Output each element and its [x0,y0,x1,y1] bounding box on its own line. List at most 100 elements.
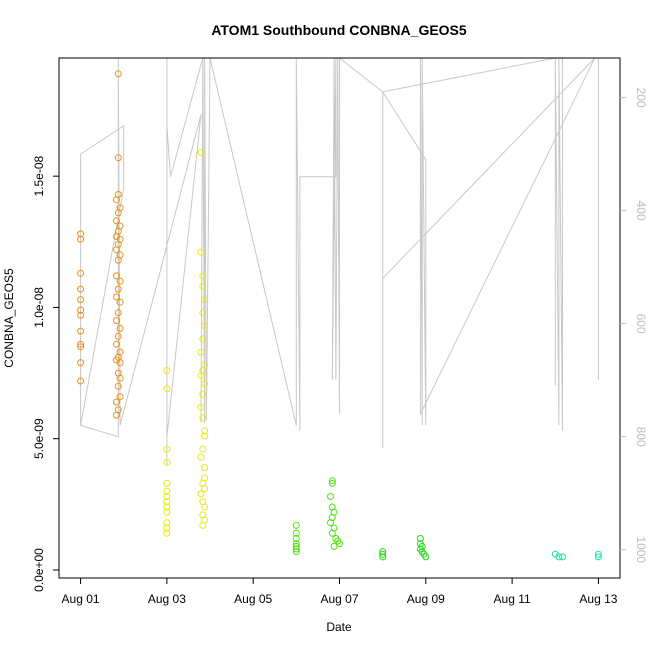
data-point [77,340,85,348]
data-point [201,380,209,388]
data-point [113,411,120,419]
y-axis-label: CONBNA_GEOS5 [2,268,16,368]
data-point [163,508,171,516]
x-tick-label: Aug 07 [320,592,358,606]
right-axis: 200 400 600 800 1000 [620,88,648,563]
data-point [199,521,207,529]
data-point [292,542,300,550]
data-point [113,340,120,348]
data-point [197,149,205,156]
data-point [114,285,122,293]
data-point [201,432,209,440]
data-point [116,277,124,285]
data-point [163,503,171,511]
x-axis: Aug 01 Aug 03 Aug 05 Aug 07 Aug 09 Aug 11 Aug … [62,578,618,606]
data-point [292,521,300,529]
data-point [328,529,336,537]
data-points-layer [77,70,602,561]
data-point [163,367,171,374]
data-point [197,490,205,498]
x-tick-label: Aug 09 [407,592,445,606]
data-point [77,296,85,304]
data-point [163,529,171,537]
data-point [197,248,205,256]
data-point [163,498,171,506]
data-point [327,493,334,500]
y-tick-label: 1.0e-08 [32,287,46,328]
data-point [114,154,122,162]
data-point [116,374,124,382]
data-point [114,256,122,264]
y-tick-label: 5.0e-09 [32,418,46,459]
right-tick-label: 200 [634,88,648,108]
series-0 [77,70,124,419]
track-line-layer [80,56,599,465]
data-point [77,327,85,335]
data-point [292,535,300,542]
data-point [292,540,300,548]
x-axis-label: Date [326,620,352,634]
data-point [77,306,85,314]
data-point [163,385,171,393]
data-point [113,293,120,301]
data-point [163,487,171,495]
right-tick-label: 800 [634,427,648,447]
data-point [594,553,602,561]
data-point [199,282,207,290]
data-point [113,317,120,325]
data-point [559,553,566,561]
data-point [114,382,122,390]
series-1 [163,149,209,537]
data-point [330,542,338,550]
data-point [77,269,85,277]
data-point [327,519,334,527]
right-tick-label: 1000 [634,536,648,563]
data-point [163,479,171,487]
data-point [77,230,85,238]
data-point [379,553,387,561]
data-point [379,548,387,556]
data-point [555,553,563,561]
data-point [416,535,424,542]
data-point [201,503,209,511]
data-point [199,390,207,398]
data-point [201,485,209,493]
x-tick-label: Aug 03 [148,592,186,606]
data-point [197,372,205,380]
data-point [163,493,171,500]
data-point [113,196,120,204]
data-point [77,285,85,293]
data-point [199,272,207,280]
y-tick-label: 0.0e+00 [32,548,46,592]
data-point [116,359,124,367]
data-point [199,445,207,453]
data-point [114,209,122,217]
data-point [379,550,387,558]
data-point [163,519,171,527]
x-tick-label: Aug 01 [62,592,100,606]
series-2 [292,477,343,556]
data-point [113,217,120,225]
data-point [201,296,209,304]
data-point [113,272,120,280]
x-tick-label: Aug 05 [234,592,272,606]
data-point [163,445,171,453]
track-line [80,56,599,465]
data-point [336,540,343,548]
data-point [114,309,122,317]
data-point [328,477,336,485]
data-point [77,359,85,367]
x-tick-label: Aug 13 [579,592,617,606]
right-tick-label: 400 [634,201,648,221]
data-point [422,553,430,561]
data-point [292,545,300,553]
data-point [199,309,207,317]
data-point [116,324,124,332]
data-point [292,548,300,556]
data-point [199,414,207,422]
data-point [199,335,207,343]
series-4 [551,550,602,561]
x-tick-label: Aug 11 [494,592,531,606]
chart-title: ATOM1 Southbound CONBNA_GEOS5 [211,22,467,38]
